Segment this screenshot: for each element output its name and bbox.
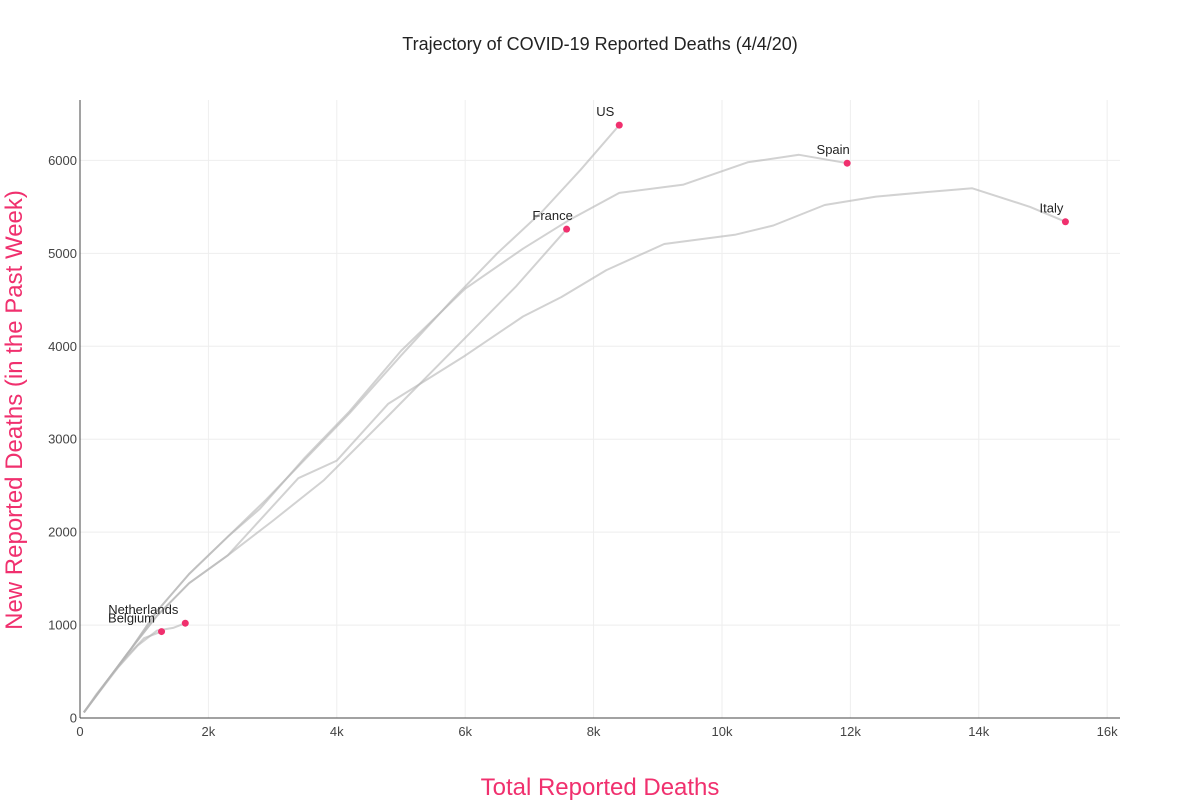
end-marker-netherlands (181, 619, 189, 627)
x-tick-label: 14k (968, 724, 989, 739)
series-line-spain (83, 153, 848, 713)
x-tick-label: 0 (76, 724, 83, 739)
end-label-italy: Italy (1040, 201, 1064, 216)
y-tick-label: 0 (70, 711, 77, 726)
y-tick-label: 2000 (48, 525, 77, 540)
series-line-netherlands (83, 622, 186, 714)
y-tick-label: 4000 (48, 339, 77, 354)
end-label-belgium: Belgium (108, 611, 155, 626)
x-tick-label: 8k (587, 724, 601, 739)
y-tick-label: 3000 (48, 432, 77, 447)
axes: 0 2k 4k 6k 8k 10k 12k 14k 16k 0 1000 2000 3000 4000 50… (48, 100, 1120, 739)
end-label-us: US (596, 104, 614, 119)
series-lines (83, 124, 1066, 714)
x-tick-label: 16k (1097, 724, 1118, 739)
end-label-spain: Spain (817, 142, 850, 157)
grid (80, 100, 1120, 718)
y-tick-label: 1000 (48, 618, 77, 633)
end-marker-italy (1061, 218, 1069, 226)
y-tick-label: 5000 (48, 246, 77, 261)
x-tick-label: 2k (202, 724, 216, 739)
y-tick-label: 6000 (48, 153, 77, 168)
chart-title: Trajectory of COVID-19 Reported Deaths (… (402, 34, 798, 54)
x-axis-label: Total Reported Deaths (481, 774, 720, 800)
end-marker-belgium (158, 628, 166, 636)
x-tick-label: 6k (458, 724, 472, 739)
x-tick-label: 12k (840, 724, 861, 739)
series-line-france (83, 228, 568, 713)
end-marker-france (563, 225, 571, 233)
end-label-netherlands: Netherlands (108, 602, 179, 617)
series-line-italy (83, 187, 1066, 713)
end-marker-us (615, 121, 623, 129)
x-tick-label: 4k (330, 724, 344, 739)
end-marker-spain (843, 159, 851, 167)
series-line-belgium (83, 630, 162, 713)
y-axis-label: New Reported Deaths (in the Past Week) (1, 190, 28, 630)
end-label-france: France (532, 208, 572, 223)
x-tick-label: 10k (711, 724, 732, 739)
series-end-markers (158, 121, 1069, 636)
